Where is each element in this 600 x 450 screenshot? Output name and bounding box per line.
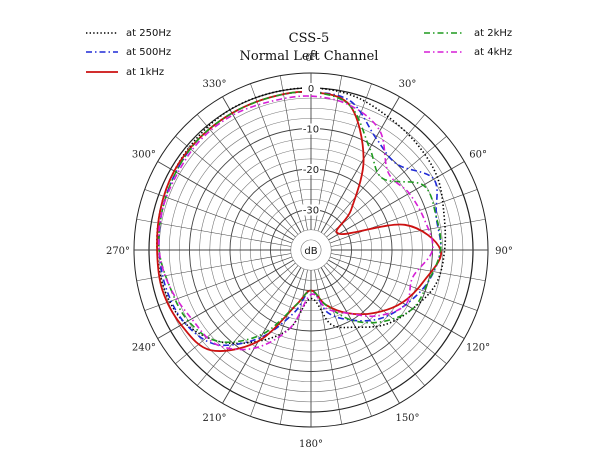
ring-label-20: -20 xyxy=(303,165,319,176)
legend-label-500hz: at 500Hz xyxy=(126,47,171,58)
spoke-350 xyxy=(279,75,308,231)
spoke-100 xyxy=(330,253,486,282)
angle-label-150: 150° xyxy=(395,413,419,424)
spoke-70 xyxy=(329,189,478,244)
spoke-120 xyxy=(328,259,465,339)
ring-label-0: 0 xyxy=(308,84,314,95)
angle-label-330: 330° xyxy=(202,79,226,90)
ring-label-bg xyxy=(302,83,320,94)
legend-label-4khz: at 4kHz xyxy=(474,47,512,58)
legend-label-2khz: at 2kHz xyxy=(474,28,512,39)
spoke-310 xyxy=(175,135,296,238)
spoke-40 xyxy=(323,114,426,235)
angle-label-210: 210° xyxy=(202,413,226,424)
labels-layer: 0° 30° 60° 90° 120° 150° 180° 210° 240° 270° 300° 3… xyxy=(106,53,513,450)
chart-title: CSS-5 xyxy=(289,31,330,46)
spoke-320 xyxy=(196,114,299,235)
series-line-2khz xyxy=(157,90,442,344)
spoke-200 xyxy=(250,268,305,417)
chart-subtitle: Normal Left Channel xyxy=(240,49,379,64)
spoke-60 xyxy=(328,161,465,241)
series-line-1khz xyxy=(156,90,443,352)
spoke-30 xyxy=(320,96,400,233)
ring-label-bg xyxy=(302,204,320,216)
spoke-240 xyxy=(157,259,294,339)
angle-label-300: 300° xyxy=(132,150,156,161)
angle-label-60: 60° xyxy=(469,150,487,161)
spoke-250 xyxy=(144,256,293,311)
angle-label-120: 120° xyxy=(466,343,490,354)
angle-label-270: 270° xyxy=(106,246,130,257)
spoke-340 xyxy=(250,83,305,232)
angle-label-30: 30° xyxy=(399,79,417,90)
spoke-190 xyxy=(279,269,308,425)
ring-37.5db xyxy=(300,239,322,261)
spoke-210 xyxy=(222,267,302,404)
series-layer xyxy=(156,87,447,352)
legend-label-1khz: at 1kHz xyxy=(126,67,164,78)
spoke-330 xyxy=(222,96,302,233)
spoke-20 xyxy=(317,83,372,232)
spoke-290 xyxy=(144,189,293,244)
spoke-170 xyxy=(314,269,343,425)
spoke-280 xyxy=(136,218,292,247)
ring-label-10: -10 xyxy=(303,125,319,136)
series-line-4khz xyxy=(157,95,434,351)
ring-label-30: -30 xyxy=(303,206,319,217)
spoke-300 xyxy=(157,161,294,241)
angle-label-240: 240° xyxy=(132,343,156,354)
legend: at 250Hz at 500Hz at 1kHz at 2kHz at 4kH… xyxy=(86,28,512,78)
spoke-50 xyxy=(326,135,447,238)
legend-label-250hz: at 250Hz xyxy=(126,28,171,39)
ring-label-bg xyxy=(302,164,320,175)
series-line-250hz xyxy=(156,87,447,345)
spoke-140 xyxy=(323,265,426,386)
spoke-150 xyxy=(320,267,400,404)
angle-label-90: 90° xyxy=(495,246,513,257)
ring-label-bg xyxy=(302,123,320,135)
spoke-230 xyxy=(175,262,296,365)
spoke-220 xyxy=(196,265,299,386)
spoke-80 xyxy=(330,218,486,247)
spoke-160 xyxy=(317,268,372,417)
center-unit-label: dB xyxy=(304,246,317,257)
angle-label-0: 0° xyxy=(305,53,316,64)
spoke-110 xyxy=(329,256,478,311)
spoke-10 xyxy=(314,75,343,231)
angle-label-180: 180° xyxy=(299,439,323,450)
